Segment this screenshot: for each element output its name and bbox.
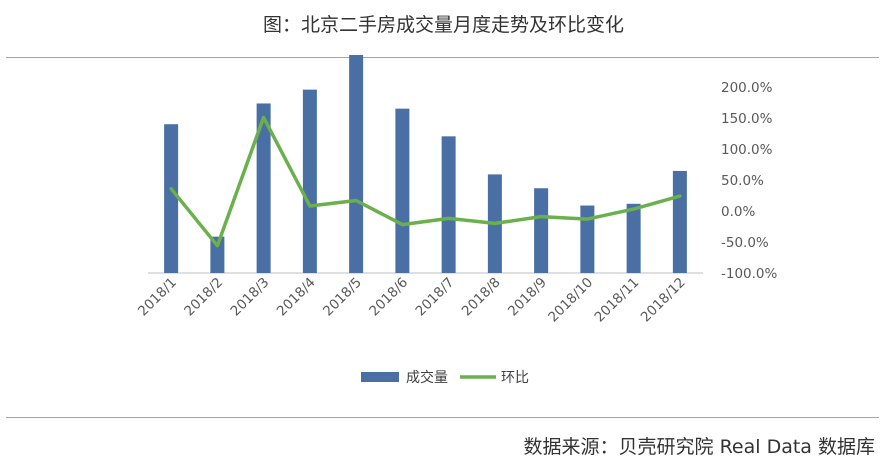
y2-tick-label: -50.0% xyxy=(721,235,769,251)
x-tick-label: 2018/2 xyxy=(181,275,226,320)
y2-tick-label: 150.0% xyxy=(721,111,773,127)
y2-tick-label: 200.0% xyxy=(721,80,773,96)
x-tick-label: 2018/3 xyxy=(228,275,273,320)
bar-2018/3 xyxy=(256,103,271,274)
bar-2018/7 xyxy=(441,136,456,273)
x-tick-label: 2018/4 xyxy=(274,275,319,320)
bar-2018/6 xyxy=(395,108,410,274)
chart-title: 图：北京二手房成交量月度走势及环比变化 xyxy=(262,14,624,36)
y2-tick-label: 100.0% xyxy=(721,142,773,158)
x-tick-label: 2018/6 xyxy=(366,275,411,320)
x-tick-label: 2018/11 xyxy=(591,275,642,326)
legend-label-line: 环比 xyxy=(501,370,529,386)
x-tick-label: 2018/8 xyxy=(459,275,504,320)
bar-2018/12 xyxy=(672,170,687,273)
legend-label-bar: 成交量 xyxy=(406,369,448,386)
x-tick-label: 2018/7 xyxy=(413,275,458,320)
y2-tick-label: -100.0% xyxy=(721,266,778,282)
source-note: 数据来源：贝壳研究院 Real Data 数据库 xyxy=(523,436,875,458)
legend-swatch-bar xyxy=(361,372,399,382)
x-tick-label: 2018/10 xyxy=(545,275,596,326)
x-tick-label: 2018/12 xyxy=(638,275,689,326)
x-tick-label: 2018/1 xyxy=(135,275,180,320)
bar-2018/2 xyxy=(210,236,225,273)
bar-2018/10 xyxy=(580,205,595,273)
top-divider xyxy=(6,57,879,58)
bar-2018/11 xyxy=(626,203,641,273)
bottom-divider xyxy=(6,417,879,418)
x-tick-label: 2018/9 xyxy=(505,275,550,320)
bar-2018/4 xyxy=(302,89,317,274)
bar-2018/5 xyxy=(349,55,364,273)
bar-2018/1 xyxy=(164,124,179,273)
line-series-环比 xyxy=(169,115,682,248)
x-tick-label: 2018/5 xyxy=(320,275,365,320)
y2-tick-label: 0.0% xyxy=(721,204,755,220)
chart-svg: 200.0% 150.0% 100.0% 50.0% 0.0% -50.0% -100.0%… xyxy=(135,55,778,386)
y2-tick-label: 50.0% xyxy=(721,173,764,189)
bar-2018/9 xyxy=(534,188,549,273)
